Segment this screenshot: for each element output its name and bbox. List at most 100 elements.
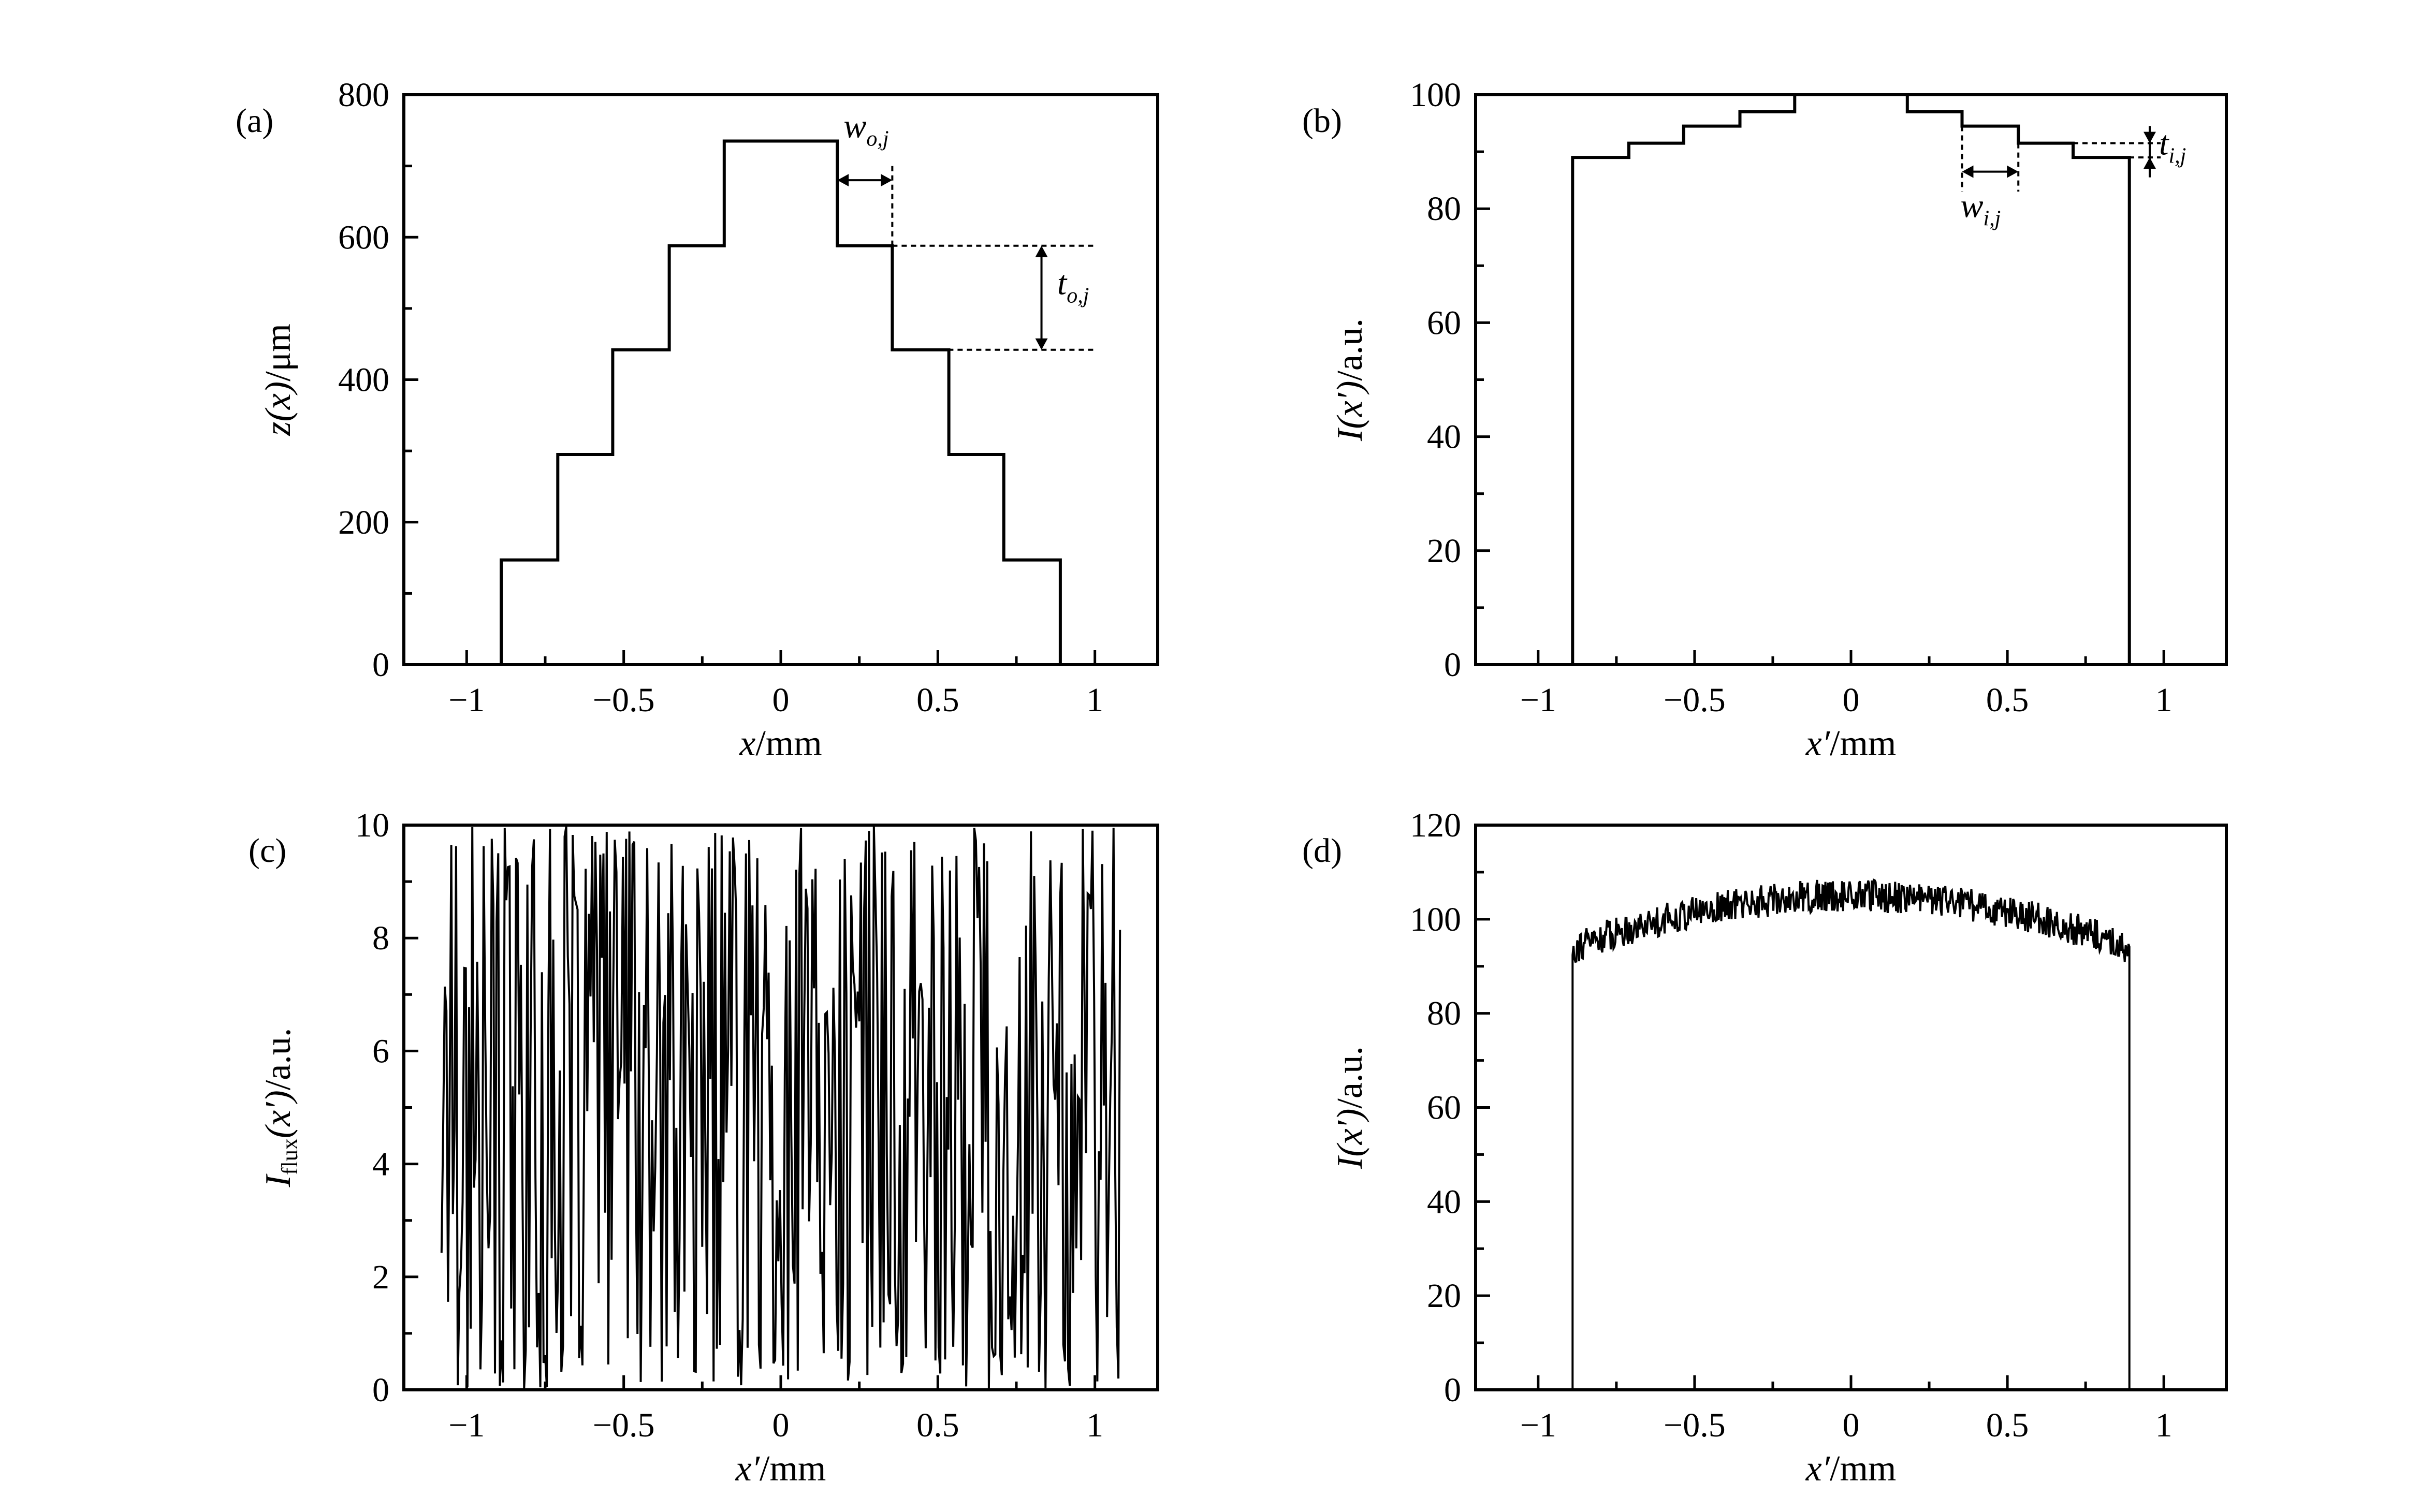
x-axis-variable: x′ [1805, 1449, 1831, 1489]
x-tick-label: −1 [448, 681, 485, 719]
thickness-arrow-head [1035, 338, 1048, 350]
y-tick-label: 2 [372, 1258, 389, 1296]
width-arrow-head [2007, 165, 2019, 178]
x-tick-label: 1 [2155, 681, 2173, 719]
x-tick-label: 1 [2155, 1406, 2173, 1444]
y-tick-label: 0 [372, 646, 389, 684]
data-series-line [500, 139, 1062, 665]
y-axis-subscript: flux [277, 1138, 302, 1175]
x-tick-label: 0.5 [1986, 681, 2029, 719]
y-tick-label: 120 [1410, 806, 1461, 844]
y-tick-label: 8 [372, 919, 389, 957]
x-axis-unit: /mm [1830, 1449, 1896, 1489]
y-axis-label: I(x′)/a.u. [1330, 1046, 1370, 1169]
y-axis-label: I(x′)/a.u. [1330, 318, 1370, 442]
y-axis-variable: I(x′) [1330, 1109, 1370, 1169]
y-tick-label: 60 [1427, 1089, 1461, 1127]
thickness-annotation-variable: t [2159, 125, 2169, 163]
x-axis-variable: x′ [735, 1449, 761, 1489]
y-axis-unit: /a.u. [1330, 318, 1370, 381]
y-tick-label: 200 [338, 504, 389, 541]
thickness-annotation: ti,j [2159, 125, 2186, 168]
width-annotation-subscript: i,j [1983, 207, 2001, 231]
width-arrow-head [837, 174, 849, 187]
panel-0: −1 −0.5 0 0.5 10200400600800(a)x/mmz(x)/μmwo… [236, 76, 1159, 764]
thickness-annotation: to,j [1057, 264, 1089, 307]
thickness-annotation-subscript: o,j [1067, 284, 1089, 307]
y-tick-label: 100 [1410, 76, 1461, 114]
width-annotation-subscript: o,j [866, 127, 888, 151]
y-axis-variable: I(x′) [1330, 381, 1370, 442]
x-tick-label: 0 [772, 681, 790, 719]
y-tick-label: 10 [355, 806, 389, 844]
y-tick-label: 20 [1427, 532, 1461, 570]
x-tick-label: 0 [772, 1406, 790, 1444]
x-tick-label: 1 [1086, 1406, 1103, 1444]
x-tick-label: −0.5 [593, 1406, 655, 1444]
y-axis-variable: I [258, 1173, 298, 1187]
y-tick-label: 800 [338, 76, 389, 114]
y-tick-label: 0 [1444, 646, 1461, 684]
width-arrow-head [1962, 165, 1974, 178]
x-axis-variable: x [739, 724, 755, 764]
x-tick-label: 0 [1843, 681, 1860, 719]
x-tick-label: 0.5 [1986, 1406, 2029, 1444]
y-tick-label: 0 [372, 1371, 389, 1409]
y-axis-argument: (x′) [258, 1090, 298, 1138]
panels-group: −1 −0.5 0 0.5 10200400600800(a)x/mmz(x)/μmwo… [236, 76, 2228, 1489]
x-axis-unit: /mm [760, 1449, 826, 1489]
x-tick-label: 0.5 [916, 681, 959, 719]
data-series-line [1571, 93, 2131, 665]
y-tick-label: 400 [338, 361, 389, 399]
x-axis-variable: x′ [1805, 724, 1831, 764]
panel-3: −1 −0.5 0 0.5 1020406080100120(d)x′/mmI(x′)/… [1302, 806, 2228, 1489]
y-tick-label: 100 [1410, 901, 1461, 938]
y-tick-label: 0 [1444, 1371, 1461, 1409]
x-axis-label: x′/mm [735, 1449, 826, 1489]
thickness-annotation-variable: t [1057, 264, 1068, 302]
x-tick-label: −1 [1520, 681, 1556, 719]
y-tick-label: 4 [372, 1146, 389, 1183]
y-axis-unit: /a.u. [258, 1028, 298, 1091]
x-tick-label: −1 [1520, 1406, 1556, 1444]
data-series-line [440, 826, 1121, 1389]
thickness-annotation-subscript: i,j [2168, 144, 2186, 168]
x-axis-label: x/mm [739, 724, 822, 764]
width-annotation-variable: w [1960, 187, 1983, 225]
x-tick-label: −0.5 [593, 681, 655, 719]
x-tick-label: −0.5 [1664, 681, 1726, 719]
x-axis-label: x′/mm [1805, 724, 1897, 764]
x-tick-label: −1 [448, 1406, 485, 1444]
y-tick-label: 20 [1427, 1277, 1461, 1315]
panel-label: (d) [1302, 832, 1342, 870]
x-tick-label: −0.5 [1664, 1406, 1726, 1444]
x-axis-label: x′/mm [1805, 1449, 1897, 1489]
x-tick-label: 0 [1843, 1406, 1860, 1444]
y-axis-unit: /μm [258, 324, 298, 381]
y-tick-label: 6 [372, 1032, 389, 1070]
y-axis-variable: z(x) [258, 381, 298, 436]
y-tick-label: 40 [1427, 418, 1461, 456]
x-tick-label: 0.5 [916, 1406, 959, 1444]
x-tick-label: 1 [1086, 681, 1103, 719]
y-axis-label: Iflux(x′)/a.u. [258, 1028, 302, 1188]
y-tick-label: 60 [1427, 304, 1461, 342]
width-arrow-head [881, 174, 893, 187]
width-annotation: wo,j [843, 108, 888, 151]
panel-label: (a) [236, 102, 273, 140]
x-axis-unit: /mm [1830, 724, 1896, 764]
y-tick-label: 600 [338, 218, 389, 256]
y-axis-label: z(x)/μm [258, 324, 298, 436]
panel-1: −1 −0.5 0 0.5 1 0 20 40 60 80 100 (b) x′/mm I(x′)/a.u… [1302, 76, 2228, 764]
y-tick-label: 80 [1427, 995, 1461, 1033]
y-tick-label: 40 [1427, 1183, 1461, 1221]
thickness-arrow-head [1035, 245, 1048, 257]
y-tick-label: 80 [1427, 190, 1461, 228]
panel-label: (c) [249, 832, 286, 870]
x-axis-unit: /mm [755, 724, 822, 764]
width-annotation: wi,j [1960, 187, 2001, 231]
panel-label: (b) [1302, 102, 1342, 140]
width-annotation-variable: w [843, 108, 866, 145]
